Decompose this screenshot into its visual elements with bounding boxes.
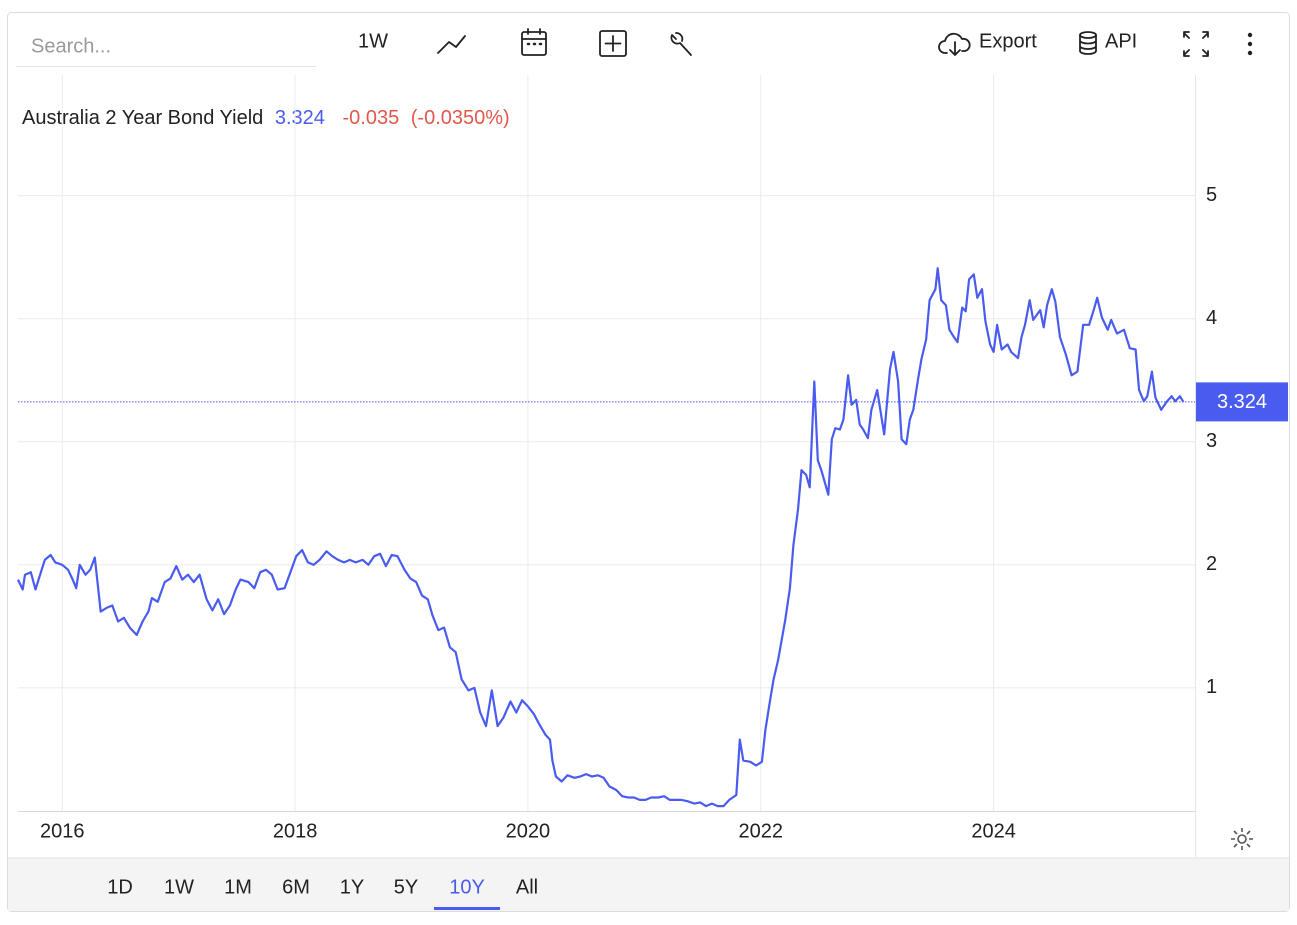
compare-button[interactable] bbox=[599, 30, 627, 57]
range-button[interactable]: 1W bbox=[164, 876, 194, 898]
x-tick-label: 2018 bbox=[273, 820, 318, 842]
y-tick-label: 5 bbox=[1206, 184, 1217, 206]
x-tick-label: 2016 bbox=[40, 820, 85, 842]
range-button[interactable]: 10Y bbox=[449, 876, 485, 898]
y-tick-label: 4 bbox=[1206, 307, 1217, 329]
chart-settings-button[interactable] bbox=[1231, 828, 1253, 850]
export-button[interactable]: Export bbox=[979, 30, 1037, 52]
last-value-tag bbox=[1196, 382, 1288, 422]
chart-type-button[interactable] bbox=[437, 35, 466, 54]
range-button[interactable]: 1Y bbox=[340, 876, 364, 898]
x-tick-label: 2020 bbox=[506, 820, 551, 842]
range-bar bbox=[8, 858, 1289, 911]
api-icon[interactable] bbox=[1079, 31, 1097, 55]
chart-header: Australia 2 Year Bond Yield 3.324 -0.035… bbox=[22, 107, 510, 129]
chart-title: Australia 2 Year Bond Yield bbox=[22, 107, 263, 129]
range-button[interactable]: 5Y bbox=[394, 876, 418, 898]
x-tick-label: 2022 bbox=[739, 820, 784, 842]
series-line bbox=[17, 267, 1185, 808]
range-selector: 1D 1W 1M 6M 1Y 5Y 10Y All bbox=[107, 876, 538, 910]
range-button[interactable]: 1D bbox=[107, 876, 133, 898]
range-button[interactable]: All bbox=[516, 876, 538, 898]
last-value-tag-label: 3.324 bbox=[1217, 391, 1267, 413]
fullscreen-button[interactable] bbox=[1183, 31, 1209, 57]
widget-frame bbox=[7, 12, 1290, 912]
interval-button[interactable]: 1W bbox=[358, 30, 388, 52]
last-value: 3.324 bbox=[275, 107, 325, 129]
settings-tool-button[interactable] bbox=[670, 32, 692, 56]
y-tick-label: 2 bbox=[1206, 553, 1217, 575]
search-box[interactable]: Search... bbox=[31, 35, 111, 57]
x-tick-label: 2024 bbox=[971, 820, 1016, 842]
plot-area: 2016 2018 2020 2022 2024 1 2 3 4 5 3.324 bbox=[17, 75, 1288, 842]
more-button[interactable] bbox=[1247, 32, 1253, 56]
y-tick-label: 3 bbox=[1206, 430, 1217, 452]
api-button[interactable]: API bbox=[1105, 30, 1137, 52]
range-button[interactable]: 6M bbox=[282, 876, 310, 898]
range-button[interactable]: 1M bbox=[224, 876, 252, 898]
active-range-underline bbox=[434, 907, 500, 910]
change: -0.035 bbox=[342, 107, 399, 129]
y-tick-label: 1 bbox=[1206, 676, 1217, 698]
export-icon[interactable] bbox=[938, 32, 971, 56]
calendar-button[interactable] bbox=[521, 28, 547, 56]
change-percent: (-0.0350%) bbox=[411, 107, 510, 129]
